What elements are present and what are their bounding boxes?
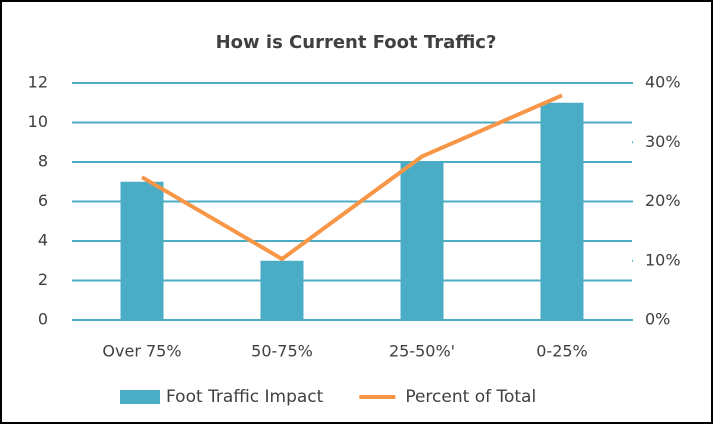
y2-tick-label: 10% — [645, 250, 681, 269]
line — [140, 93, 563, 261]
bar — [260, 260, 304, 320]
x-tick-label: Over 75% — [102, 342, 181, 361]
legend-swatch — [120, 390, 160, 404]
x-tick-label: 0-25% — [536, 342, 588, 361]
bar — [400, 162, 444, 320]
legend-label: Percent of Total — [405, 387, 536, 407]
y2-tick-label: 30% — [645, 132, 681, 151]
y2-tick-label: 0% — [645, 310, 670, 329]
y-tick-label: 0 — [38, 310, 48, 329]
bar — [120, 181, 164, 320]
y-tick-label: 10 — [28, 112, 48, 131]
bar — [540, 102, 584, 320]
y2-tick-label: 40% — [645, 73, 681, 92]
y2-tick-label: 20% — [645, 191, 681, 210]
chart-title: How is Current Foot Traffic? — [216, 32, 497, 53]
x-tick-label: 50-75% — [251, 342, 313, 361]
y-tick-label: 6 — [38, 191, 48, 210]
y-tick-label: 12 — [28, 73, 48, 92]
x-tick-label: 25-50%' — [389, 342, 455, 361]
y-tick-label: 8 — [38, 152, 48, 171]
legend-label: Foot Traffic Impact — [166, 387, 324, 407]
y-tick-label: 4 — [38, 231, 48, 250]
y-tick-label: 2 — [38, 270, 48, 289]
